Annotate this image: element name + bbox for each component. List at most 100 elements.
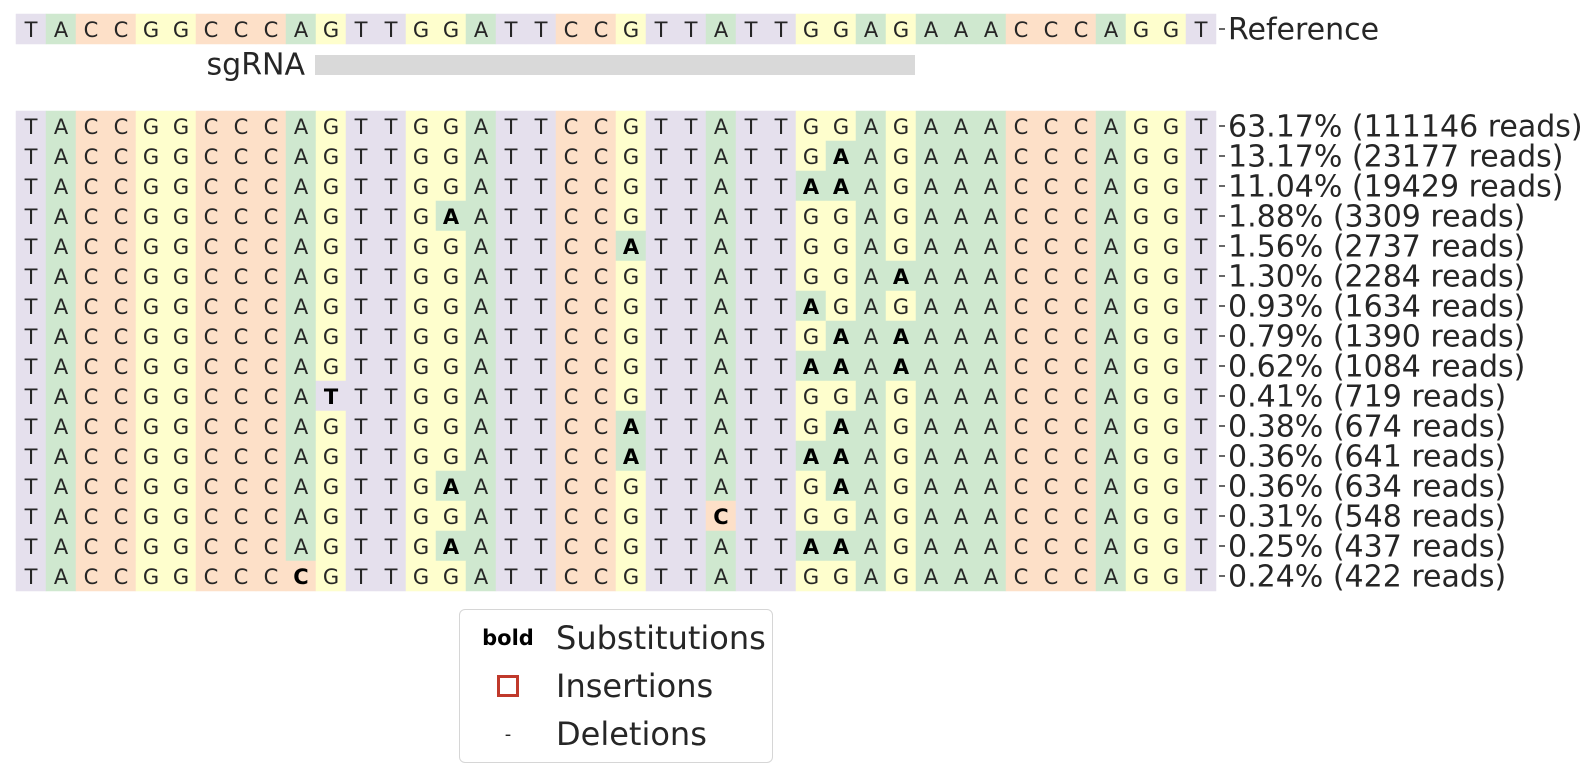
- base-letter: A: [294, 235, 309, 259]
- allele-row-cell: [15, 410, 47, 442]
- base-letter: C: [264, 145, 279, 169]
- allele-row-cell: [345, 530, 377, 562]
- base-letter: A: [54, 445, 69, 469]
- allele-row-cell: [1095, 350, 1127, 382]
- base-letter: C: [204, 535, 219, 559]
- base-letter: C: [594, 145, 609, 169]
- reference-row-cell: [345, 13, 377, 45]
- allele-row-cell: [345, 380, 377, 412]
- allele-row-cell: [1155, 410, 1187, 442]
- allele-row-cell: [435, 170, 467, 202]
- base-letter: T: [684, 355, 698, 379]
- allele-row-cell: [75, 230, 107, 262]
- reference-row-cell: [375, 13, 407, 45]
- base-letter: A: [924, 175, 939, 199]
- base-letter: G: [1163, 565, 1179, 589]
- base-letter: A: [474, 205, 489, 229]
- base-letter: G: [143, 475, 159, 499]
- substituted-base: A: [893, 355, 910, 379]
- base-letter: G: [1133, 115, 1149, 139]
- base-letter: A: [474, 265, 489, 289]
- allele-row-cell: [1125, 440, 1157, 472]
- base-letter: G: [443, 355, 459, 379]
- base-letter: T: [354, 415, 368, 439]
- reference-row-cell: [645, 13, 677, 45]
- base-letter: C: [1074, 415, 1089, 439]
- base-letter: T: [744, 325, 758, 349]
- base-letter: G: [803, 235, 819, 259]
- base-letter: T: [744, 235, 758, 259]
- base-letter: G: [623, 325, 639, 349]
- base-letter: G: [833, 385, 849, 409]
- allele-row-label: 0.79% (1390 reads): [1228, 320, 1525, 355]
- allele-row-cell: [1185, 560, 1217, 592]
- base-letter: C: [114, 235, 129, 259]
- base-letter: C: [114, 475, 129, 499]
- base-letter: C: [1044, 115, 1059, 139]
- base-letter: A: [1104, 175, 1119, 199]
- base-letter: T: [684, 325, 698, 349]
- legend-insertions-label: Insertions: [556, 667, 714, 705]
- base-letter: T: [684, 385, 698, 409]
- base-letter: C: [234, 355, 249, 379]
- base-letter: A: [474, 565, 489, 589]
- base-letter: A: [954, 18, 969, 42]
- allele-row-cell: [375, 200, 407, 232]
- base-letter: T: [774, 505, 788, 529]
- base-letter: C: [1074, 445, 1089, 469]
- base-letter: G: [143, 505, 159, 529]
- base-letter: G: [1163, 355, 1179, 379]
- base-letter: C: [84, 415, 99, 439]
- allele-row-cell: [855, 470, 887, 502]
- allele-row-cell: [435, 290, 467, 322]
- base-letter: T: [774, 535, 788, 559]
- base-letter: T: [1194, 385, 1208, 409]
- base-letter: G: [1163, 18, 1179, 42]
- base-letter: C: [1044, 535, 1059, 559]
- allele-row-cell: [705, 200, 737, 232]
- reference-row-cell: [285, 13, 317, 45]
- base-letter: T: [354, 115, 368, 139]
- base-letter: C: [1044, 175, 1059, 199]
- allele-row-cell: [225, 560, 257, 592]
- base-letter: G: [323, 325, 339, 349]
- allele-row-cell: [525, 200, 557, 232]
- base-letter: C: [204, 18, 219, 42]
- allele-row-cell: [1125, 320, 1157, 352]
- base-letter: C: [564, 18, 579, 42]
- base-letter: G: [623, 385, 639, 409]
- base-letter: C: [204, 295, 219, 319]
- base-letter: C: [1074, 18, 1089, 42]
- allele-row-cell: [1005, 290, 1037, 322]
- allele-row-cell: [315, 230, 347, 262]
- base-letter: T: [384, 325, 398, 349]
- allele-row-cell: [915, 530, 947, 562]
- base-letter: C: [204, 235, 219, 259]
- base-letter: G: [893, 505, 909, 529]
- base-letter: G: [413, 175, 429, 199]
- allele-row-cell: [45, 320, 77, 352]
- allele-row-cell: [615, 170, 647, 202]
- allele-row-cell: [195, 470, 227, 502]
- allele-row-cell: [165, 230, 197, 262]
- allele-row-cell: [165, 500, 197, 532]
- base-letter: T: [24, 265, 38, 289]
- base-letter: T: [744, 565, 758, 589]
- base-letter: C: [1074, 115, 1089, 139]
- allele-row-cell: [825, 230, 857, 262]
- base-letter: A: [924, 475, 939, 499]
- allele-row-cell: [795, 350, 827, 382]
- base-letter: T: [384, 175, 398, 199]
- base-letter: G: [803, 265, 819, 289]
- base-letter: A: [864, 415, 879, 439]
- allele-row-cell: [585, 350, 617, 382]
- base-letter: G: [443, 505, 459, 529]
- base-letter: G: [323, 175, 339, 199]
- base-letter: A: [294, 265, 309, 289]
- allele-row-cell: [795, 260, 827, 292]
- allele-row-cell: [255, 410, 287, 442]
- legend-deletions-label: Deletions: [556, 715, 707, 753]
- base-letter: T: [774, 205, 788, 229]
- base-letter: T: [684, 265, 698, 289]
- base-letter: T: [24, 145, 38, 169]
